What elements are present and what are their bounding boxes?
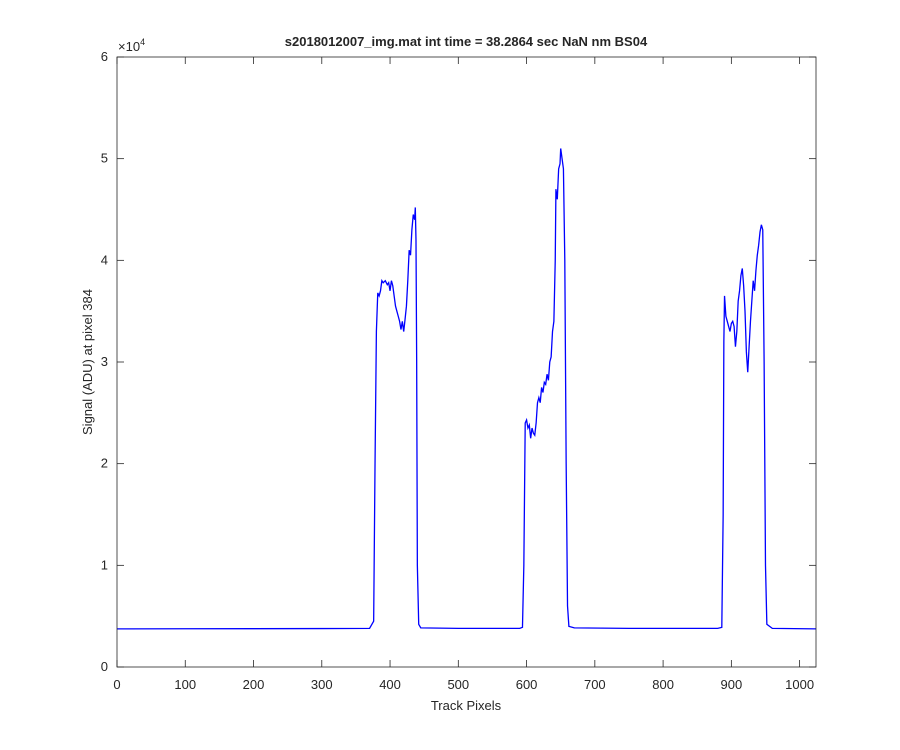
y-tick-label: 4 [101,252,108,267]
x-tick-label: 300 [311,677,333,692]
x-tick-label: 600 [516,677,538,692]
x-tick-label: 900 [721,677,743,692]
y-tick-label: 6 [101,49,108,64]
y-scale-exponent: 4 [140,37,145,47]
y-tick-label: 5 [101,151,108,166]
y-tick-label: 3 [101,354,108,369]
x-tick-label: 800 [652,677,674,692]
chart-title: s2018012007_img.mat int time = 38.2864 s… [285,34,648,49]
x-tick-label: 100 [174,677,196,692]
y-tick-label: 2 [101,456,108,471]
x-tick-label: 400 [379,677,401,692]
data-line [116,148,817,630]
x-tick-label: 200 [243,677,265,692]
y-tick-label: 0 [101,659,108,674]
y-axis-label: Signal (ADU) at pixel 384 [80,289,95,435]
y-scale-label: ×104 [118,37,145,54]
y-scale-base: ×10 [118,39,140,54]
x-tick-label: 0 [113,677,120,692]
x-axis-label: Track Pixels [431,698,502,713]
y-tick-label: 1 [101,557,108,572]
x-tick-label: 500 [447,677,469,692]
x-tick-label: 1000 [785,677,814,692]
plot-frame [116,56,817,668]
x-tick-label: 700 [584,677,606,692]
